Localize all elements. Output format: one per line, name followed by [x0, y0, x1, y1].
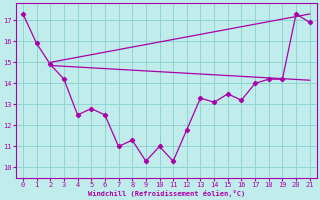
X-axis label: Windchill (Refroidissement éolien,°C): Windchill (Refroidissement éolien,°C) — [88, 190, 245, 197]
